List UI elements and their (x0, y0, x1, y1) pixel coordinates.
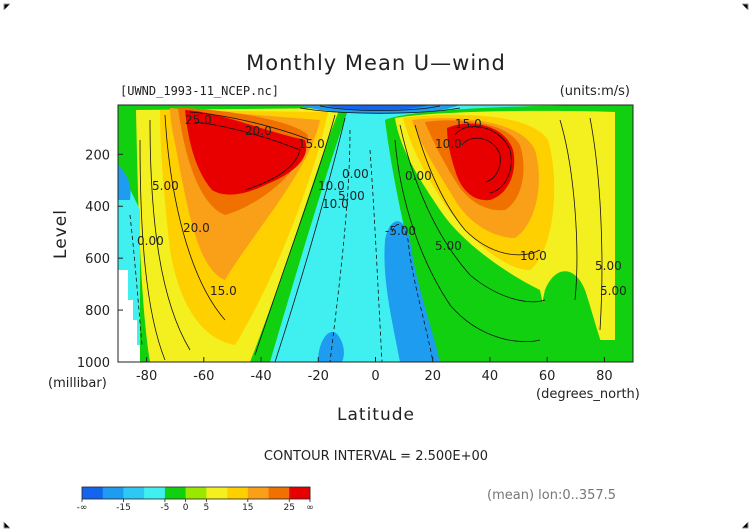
contour-label: 20.0 (245, 124, 272, 138)
colorbar-label: 5 (203, 503, 209, 513)
plot-area: 25.0 20.0 15.0 10.0 5.00 0.00 15.0 20.0 … (77, 104, 634, 384)
y-tick-label: 600 (85, 252, 110, 267)
contour-lines (129, 105, 603, 362)
colorbar-frame (81, 486, 311, 500)
contour-label: 10.0 (318, 179, 345, 193)
colorbar: -∞ -15 -5 0 5 15 25 ∞ (77, 486, 314, 513)
x-tick-label: -40 (250, 369, 271, 384)
colorbar-swatch (123, 487, 145, 499)
y-axis-label: Level (51, 209, 71, 259)
colorbar-swatch (268, 487, 290, 499)
y-axis-ticks: 200 400 600 800 1000 (77, 148, 123, 371)
contour-label: 5.00 (152, 179, 179, 193)
x-tick-label: 20 (424, 369, 441, 384)
contour-label: -5.00 (385, 224, 416, 238)
contour-label: 10.0 (435, 137, 462, 151)
contour-label: 0.00 (405, 169, 432, 183)
footer-text: (mean) lon:0..357.5 (487, 488, 616, 503)
colorbar-label: 15 (242, 503, 253, 513)
contour-label: 5.00 (435, 239, 462, 253)
x-tick-label: 80 (596, 369, 613, 384)
dataset-label: [UWND_1993-11_NCEP.nc] (120, 84, 279, 98)
x-tick-label: 0 (371, 369, 379, 384)
colorbar-swatch (102, 487, 124, 499)
x-axis-ticks: -80 -60 -40 -20 0 20 40 60 80 (136, 357, 613, 384)
contour-fill (118, 105, 633, 362)
x-tick-label: -80 (136, 369, 157, 384)
colorbar-swatch (289, 487, 311, 499)
contour-label: 5.00 (595, 259, 622, 273)
contour-labels: 25.0 20.0 15.0 10.0 5.00 0.00 15.0 20.0 … (137, 113, 627, 298)
corner-marks (3, 3, 749, 529)
colorbar-label: 0 (183, 503, 189, 513)
x-tick-label: 40 (482, 369, 499, 384)
contour-label: 15.0 (298, 137, 325, 151)
x-tick-label: 60 (539, 369, 556, 384)
x-tick-label: -20 (308, 369, 329, 384)
colorbar-label: ∞ (306, 503, 314, 513)
contour-label: 15.0 (455, 117, 482, 131)
contour-label: 10.0 (520, 249, 547, 263)
x-axis-units: (degrees_north) (536, 387, 640, 402)
y-tick-label: 800 (85, 304, 110, 319)
units-label: (units:m/s) (560, 84, 630, 99)
colorbar-swatch (185, 487, 207, 499)
contour-label: 25.0 (185, 113, 212, 127)
colorbar-swatch (144, 487, 166, 499)
contour-label: 0.00 (342, 167, 369, 181)
contour-label: 5.00 (338, 189, 365, 203)
colorbar-swatch (227, 487, 249, 499)
contour-interval-text: CONTOUR INTERVAL = 2.500E+00 (264, 449, 488, 464)
contour-label: 0.00 (137, 234, 164, 248)
x-tick-label: -60 (193, 369, 214, 384)
colorbar-label: -∞ (77, 503, 88, 513)
colorbar-label: -5 (160, 503, 169, 513)
colorbar-swatch (82, 487, 104, 499)
contour-label: 10.0 (322, 197, 349, 211)
contour-label: 20.0 (183, 221, 210, 235)
colorbar-swatch (247, 487, 269, 499)
contour-label: 15.0 (210, 284, 237, 298)
y-axis-units: (millibar) (48, 376, 107, 391)
y-tick-label: 200 (85, 148, 110, 163)
colorbar-swatch (206, 487, 228, 499)
colorbar-label: -15 (116, 503, 131, 513)
colorbar-label: 25 (284, 503, 295, 513)
colorbar-swatch (164, 487, 186, 499)
y-tick-label: 400 (85, 200, 110, 215)
chart-title: Monthly Mean U—wind (246, 51, 506, 75)
contour-label: 5.00 (600, 284, 627, 298)
x-axis-label: Latitude (337, 405, 415, 425)
y-tick-label: 1000 (77, 356, 110, 371)
